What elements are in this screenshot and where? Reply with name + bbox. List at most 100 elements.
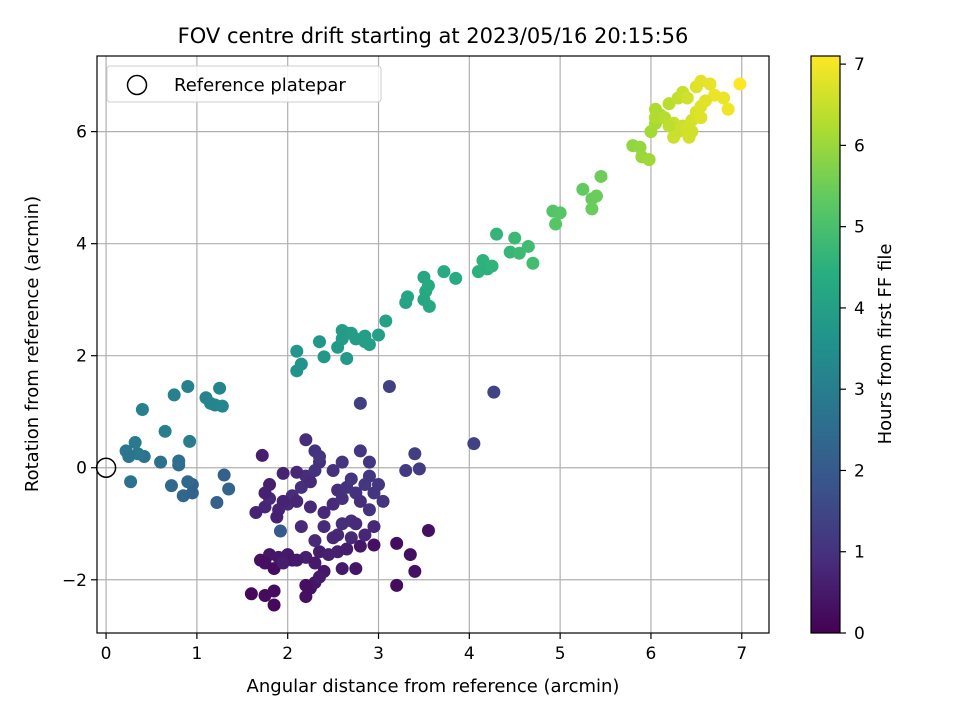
y-tick-label: 0 [76,459,87,479]
data-point [122,450,136,464]
data-point [312,335,326,349]
x-tick-label: 6 [646,644,657,664]
colorbar-tick-label: 6 [854,136,865,156]
data-point [276,494,290,508]
x-tick-label: 7 [736,644,747,664]
data-point [294,357,308,371]
colorbar-tick-label: 0 [854,624,865,644]
data-point [326,464,340,478]
data-point [303,500,317,514]
data-point [367,538,381,552]
data-point [353,494,367,508]
data-point [421,523,435,537]
data-point [362,469,376,483]
y-tick-label: 4 [76,235,87,255]
data-point [362,455,376,469]
data-point [172,454,186,468]
data-point [703,77,717,91]
colorbar-tick-label: 5 [854,218,865,238]
data-point [698,94,712,108]
data-point [276,556,290,570]
y-tick-label: −2 [62,571,87,591]
data-point [303,475,317,489]
grid-lines [97,56,769,633]
data-point [317,350,331,364]
data-point [358,528,372,542]
data-point [662,119,676,133]
data-point [367,520,381,534]
data-point [403,548,417,562]
data-point [181,380,195,394]
data-point [733,77,747,91]
y-axis-ticks: −2 0 2 4 6 [62,123,97,591]
data-point [317,520,331,534]
data-point [521,239,535,253]
y-tick-label: 2 [76,347,87,367]
data-point [362,503,376,517]
data-point [589,189,603,203]
data-point [326,531,340,545]
data-point [353,396,367,410]
data-point [273,524,287,538]
data-point [680,91,694,105]
data-point [408,447,422,461]
data-point [335,455,349,469]
data-point [210,495,224,509]
data-point [349,562,363,576]
data-point [422,299,436,313]
data-point [412,462,426,476]
data-point [258,486,272,500]
data-point [290,494,304,508]
data-point [512,246,526,260]
data-point [340,542,354,556]
data-point [437,265,451,279]
x-axis-ticks: 0 1 2 3 4 5 6 7 [101,633,747,664]
data-point [213,381,227,395]
data-point [267,598,281,612]
data-point [549,217,563,231]
data-point [317,506,331,520]
data-point [154,455,168,469]
colorbar-tick-label: 1 [854,543,865,563]
data-point [167,388,181,402]
data-point [217,468,231,482]
data-point [335,562,349,576]
data-point [553,206,567,220]
data-point [390,536,404,550]
y-tick-label: 6 [76,123,87,143]
data-point [340,352,354,366]
data-point [717,91,731,105]
y-axis-label: Rotation from reference (arcmin) [22,196,43,492]
data-point [294,520,308,534]
data-point [694,111,708,125]
data-point [344,531,358,545]
data-point [358,329,372,343]
data-point [244,587,258,601]
data-point [379,314,393,328]
data-point [399,464,413,478]
data-point [181,475,195,489]
data-point [349,517,363,531]
data-point [290,465,304,479]
data-point [685,125,699,139]
data-point [312,570,326,584]
x-tick-label: 0 [101,644,112,664]
data-point [290,344,304,358]
data-point [382,380,396,394]
data-point [487,385,501,399]
colorbar-tick-label: 3 [854,380,865,400]
data-point [648,111,662,125]
data-point [576,182,590,196]
x-tick-label: 1 [191,644,202,664]
data-point [276,466,290,480]
data-point [376,494,390,508]
data-point [308,556,322,570]
chart-title: FOV centre drift starting at 2023/05/16 … [178,24,689,48]
colorbar [810,55,841,634]
data-point [353,539,367,553]
data-point [312,450,326,464]
x-tick-label: 2 [282,644,293,664]
data-point [372,478,386,492]
data-point [128,436,142,450]
